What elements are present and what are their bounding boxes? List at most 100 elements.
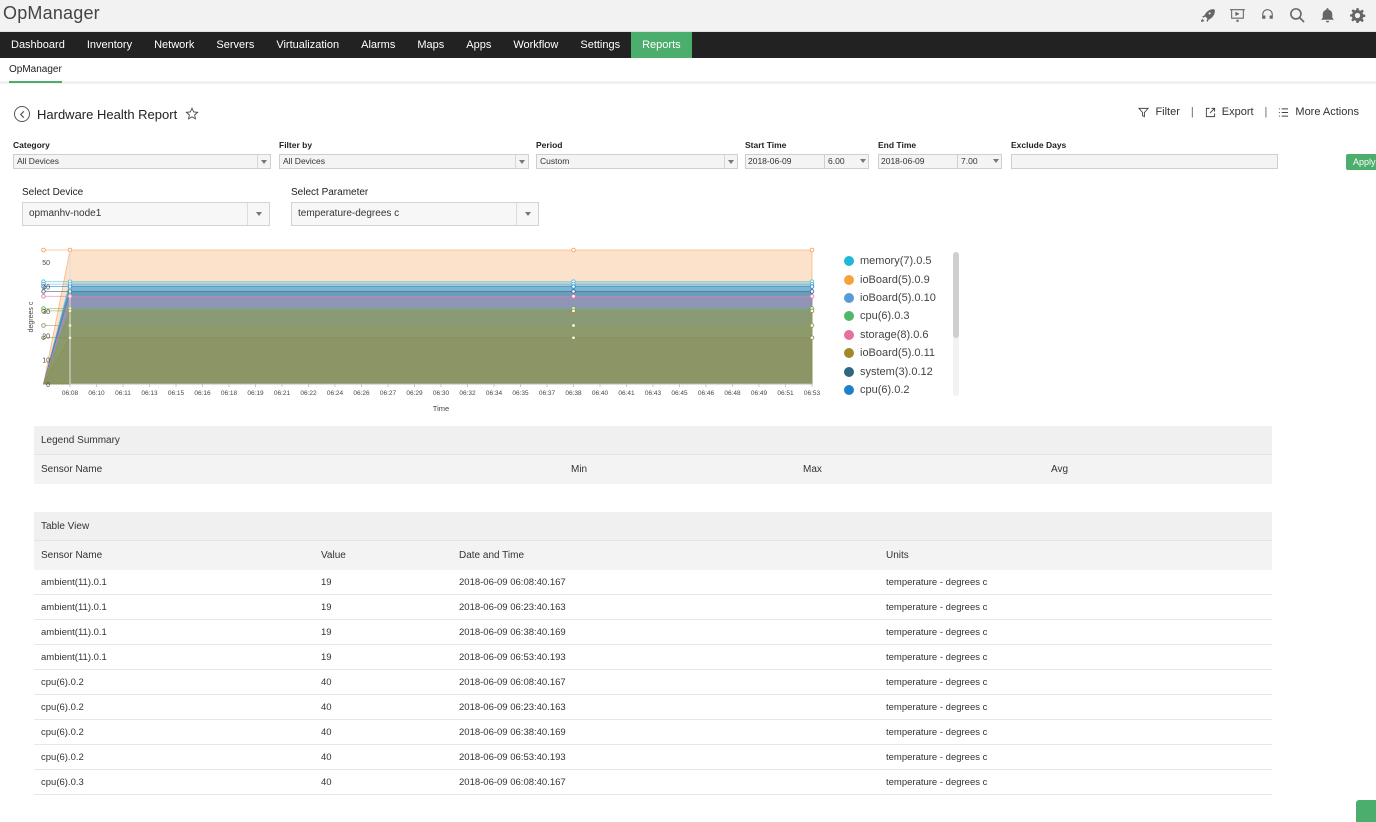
search-icon[interactable]	[1286, 4, 1308, 26]
legend-item[interactable]: memory(7).0.5	[844, 252, 962, 270]
device-select[interactable]: opmanhv-node1	[22, 202, 270, 226]
cell-sensor-name: cpu(6).0.2	[41, 752, 84, 763]
table-row: ambient(11).0.1 19 2018-06-09 06:38:40.169…	[34, 620, 1272, 645]
data-point	[571, 294, 576, 299]
chevron-down-icon	[516, 203, 538, 225]
table-row: cpu(6).0.2 40 2018-06-09 06:38:40.169 tempe…	[34, 720, 1272, 745]
legend-item[interactable]: system(3).0.12	[844, 362, 962, 380]
col-date-time[interactable]: Date and Time	[459, 550, 525, 561]
nav-item-network[interactable]: Network	[154, 39, 195, 51]
gear-icon[interactable]	[1346, 4, 1368, 26]
filter-button[interactable]: Filter	[1138, 106, 1180, 118]
legend-summary-header: Sensor Name Min Max Avg	[34, 455, 1272, 484]
data-point	[571, 308, 576, 314]
nav-item-virtualization[interactable]: Virtualization	[276, 39, 340, 51]
start-hour-value: 6.00	[828, 156, 845, 166]
favorite-star-icon[interactable]	[185, 107, 199, 121]
nav-item-dashboard[interactable]: Dashboard	[11, 39, 65, 51]
bell-icon[interactable]	[1316, 4, 1338, 26]
rocket-icon[interactable]	[1196, 4, 1218, 26]
cell-date-time: 2018-06-09 06:38:40.169	[459, 727, 566, 738]
x-tick-label: 06:38	[565, 390, 582, 397]
data-point	[41, 323, 46, 328]
exclude-days-input[interactable]	[1011, 154, 1278, 169]
category-select[interactable]: All Devices	[13, 154, 271, 169]
filter-by-value: All Devices	[283, 156, 326, 166]
col-max[interactable]: Max	[803, 464, 822, 475]
legend-item[interactable]: ioBoard(5).0.9	[844, 270, 962, 288]
legend-dot	[844, 329, 854, 340]
cell-units: temperature - degrees c	[886, 727, 988, 738]
data-point	[809, 335, 815, 340]
exclude-days-label: Exclude Days	[1011, 140, 1067, 150]
nav-item-inventory[interactable]: Inventory	[86, 39, 133, 51]
legend-label: ioBoard(5).0.11	[860, 347, 936, 360]
report-actions: Filter | Export | More Actions	[1138, 106, 1359, 118]
start-date-input[interactable]: 2018-06-09	[745, 154, 825, 169]
x-tick-label: 06:13	[141, 390, 158, 397]
data-point	[41, 247, 46, 253]
back-arrow-icon[interactable]	[14, 106, 30, 122]
top-icons	[1196, 4, 1376, 26]
app-logo[interactable]: OpManager	[3, 3, 100, 23]
nav-item-servers[interactable]: Servers	[216, 39, 255, 51]
subnav-item-opmanager[interactable]: OpManager	[9, 64, 62, 83]
x-tick-label: 06:10	[88, 390, 105, 397]
period-select[interactable]: Custom	[536, 154, 738, 169]
table-view-body: ambient(11).0.1 19 2018-06-09 06:08:40.167…	[34, 570, 1272, 795]
device-value: opmanhv-node1	[29, 208, 102, 219]
nav-item-apps[interactable]: Apps	[466, 39, 492, 51]
data-point	[571, 323, 576, 328]
nav-item-reports[interactable]: Reports	[631, 32, 692, 58]
sub-nav: OpManager	[0, 58, 1376, 84]
nav-item-workflow[interactable]: Workflow	[513, 39, 559, 51]
col-sensor-name[interactable]: Sensor Name	[41, 550, 103, 561]
cell-units: temperature - degrees c	[886, 577, 988, 588]
chevron-down-icon	[989, 154, 1002, 167]
legend-scrollbar[interactable]	[953, 252, 959, 396]
end-date-input[interactable]: 2018-06-09	[878, 154, 958, 169]
parameter-select[interactable]: temperature-degrees c	[291, 202, 539, 226]
chart-legend: memory(7).0.5 ioBoard(5).0.9 ioBoard(5).0.…	[844, 252, 962, 396]
col-value[interactable]: Value	[321, 550, 346, 561]
x-tick-label: 06:37	[539, 390, 556, 397]
legend-label: ioBoard(5).0.10	[860, 291, 936, 304]
nav-item-alarms[interactable]: Alarms	[361, 39, 396, 51]
cell-value: 19	[321, 652, 332, 663]
export-button[interactable]: Export	[1205, 106, 1254, 118]
more-actions-label: More Actions	[1295, 106, 1359, 118]
apply-button[interactable]: Apply	[1346, 154, 1376, 170]
chat-button[interactable]	[1356, 800, 1376, 822]
title-row: Hardware Health Report	[14, 104, 199, 124]
filter-by-select[interactable]: All Devices	[279, 154, 529, 169]
legend-item[interactable]: cpu(6).0.2	[844, 381, 962, 396]
cell-units: temperature - degrees c	[886, 602, 988, 613]
col-units[interactable]: Units	[886, 550, 909, 561]
headset-icon[interactable]	[1256, 4, 1278, 26]
data-point	[41, 335, 46, 340]
legend-item[interactable]: storage(8).0.6	[844, 326, 962, 344]
start-hour-select[interactable]: 6.00	[825, 154, 869, 169]
legend-item[interactable]: ioBoard(5).0.11	[844, 344, 962, 362]
cell-sensor-name: ambient(11).0.1	[41, 577, 107, 588]
cell-sensor-name: ambient(11).0.1	[41, 602, 107, 613]
nav-item-settings[interactable]: Settings	[580, 39, 621, 51]
x-tick-label: 06:49	[751, 390, 768, 397]
cell-units: temperature - degrees c	[886, 652, 988, 663]
cell-sensor-name: cpu(6).0.2	[41, 677, 84, 688]
nav-item-maps[interactable]: Maps	[417, 39, 445, 51]
presentation-icon[interactable]	[1226, 4, 1248, 26]
more-actions-button[interactable]: More Actions	[1278, 106, 1359, 118]
data-point	[41, 294, 46, 299]
col-avg[interactable]: Avg	[1051, 464, 1069, 475]
legend-item[interactable]: ioBoard(5).0.10	[844, 289, 962, 307]
end-hour-select[interactable]: 7.00	[958, 154, 1002, 169]
col-sensor-name[interactable]: Sensor Name	[41, 464, 103, 475]
col-min[interactable]: Min	[571, 464, 588, 475]
cell-date-time: 2018-06-09 06:38:40.169	[459, 627, 566, 638]
legend-summary-title: Legend Summary	[34, 426, 1272, 455]
legend-scrollbar-thumb[interactable]	[953, 252, 959, 338]
legend-item[interactable]: cpu(6).0.3	[844, 307, 962, 325]
x-tick-label: 06:18	[221, 390, 238, 397]
cell-units: temperature - degrees c	[886, 752, 988, 763]
